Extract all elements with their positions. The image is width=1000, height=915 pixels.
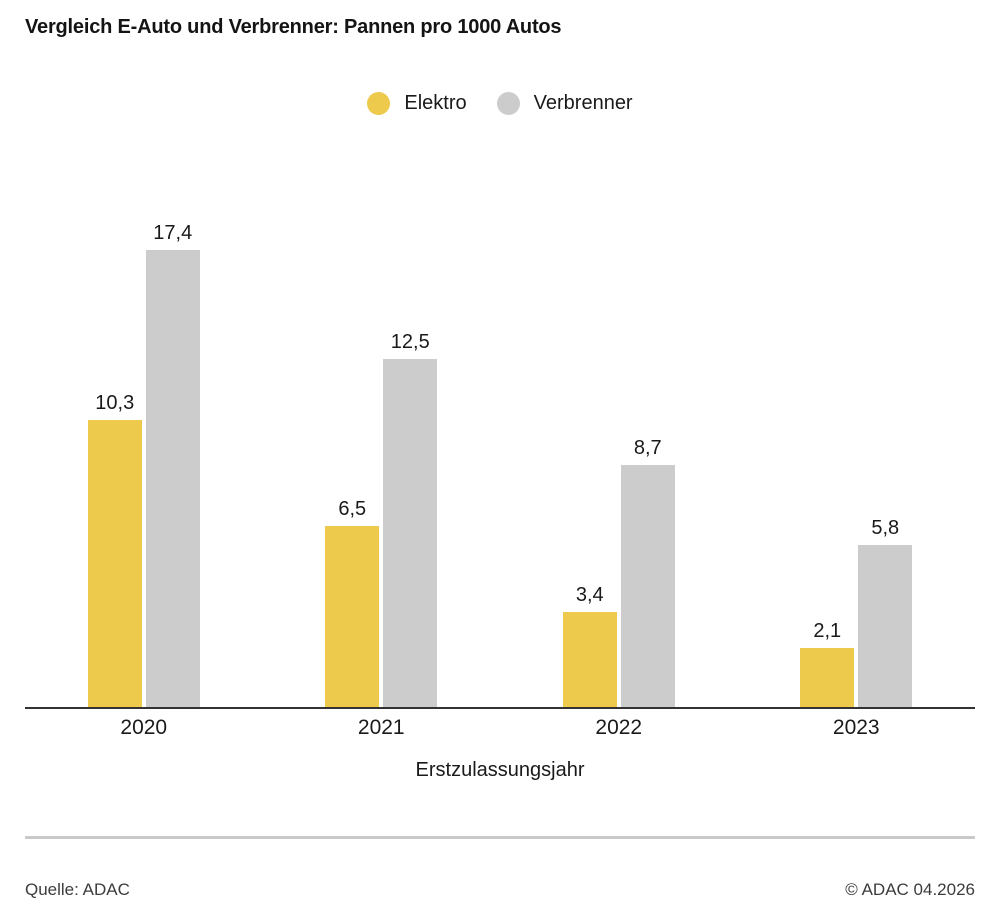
x-tick-label-2022: 2022 <box>595 716 643 739</box>
bar-unit-elektro-2023: 2,1 <box>800 222 855 707</box>
x-tick-label-2023: 2023 <box>832 716 880 739</box>
bar-unit-verbrenner-2023: 5,8 <box>858 222 913 707</box>
bar-value-label: 6,5 <box>338 497 367 520</box>
x-axis-line <box>25 707 975 709</box>
bar-elektro-2020 <box>87 419 142 707</box>
legend-item-elektro: Elektro <box>367 92 467 115</box>
bar-unit-verbrenner-2022: 8,7 <box>620 222 675 707</box>
bar-unit-elektro-2020: 10,3 <box>87 222 142 707</box>
bar-elektro-2023 <box>800 648 855 707</box>
legend-item-verbrenner: Verbrenner <box>496 92 633 115</box>
bar-unit-verbrenner-2021: 12,5 <box>383 222 438 707</box>
bar-group-2023: 2,1 5,8 <box>738 222 976 707</box>
bar-elektro-2022 <box>562 612 617 707</box>
bar-unit-elektro-2021: 6,5 <box>325 222 380 707</box>
footer: Quelle: ADAC © ADAC 04.2026 <box>25 880 975 900</box>
x-tick-label-2021: 2021 <box>357 716 405 739</box>
bar-unit-verbrenner-2020: 17,4 <box>145 222 200 707</box>
chart-title: Vergleich E-Auto und Verbrenner: Pannen … <box>25 16 562 38</box>
bar-verbrenner-2020 <box>145 250 200 707</box>
x-axis-title: Erstzulassungsjahr <box>415 759 585 781</box>
plot-area: 10,3 17,4 6,5 12,5 3,4 8,7 2,1 5,8 <box>25 222 976 709</box>
x-tick-label-2020: 2020 <box>120 716 168 739</box>
legend-swatch-icon <box>496 92 520 115</box>
bar-value-label: 10,3 <box>95 391 135 414</box>
footer-divider <box>25 836 975 839</box>
bar-unit-elektro-2022: 3,4 <box>562 222 617 707</box>
bar-verbrenner-2023 <box>858 545 913 707</box>
bar-verbrenner-2021 <box>383 358 438 707</box>
bar-value-label: 8,7 <box>633 436 662 459</box>
legend: Elektro Verbrenner <box>0 92 1000 115</box>
bar-value-label: 3,4 <box>575 584 604 607</box>
source-text: Quelle: ADAC <box>25 880 130 899</box>
legend-swatch-icon <box>367 92 391 115</box>
bar-verbrenner-2022 <box>620 464 675 707</box>
bar-group-2020: 10,3 17,4 <box>25 222 263 707</box>
legend-label: Verbrenner <box>533 92 633 114</box>
legend-label: Elektro <box>404 92 467 114</box>
bar-value-label: 17,4 <box>153 222 193 244</box>
bar-value-label: 2,1 <box>813 620 842 643</box>
bar-group-2022: 3,4 8,7 <box>500 222 738 707</box>
bar-elektro-2021 <box>325 525 380 707</box>
x-axis-tick-labels: 2020 2021 2022 2023 <box>25 716 975 740</box>
copyright-text: © ADAC 04.2026 <box>845 880 975 899</box>
bar-group-2021: 6,5 12,5 <box>263 222 501 707</box>
bar-value-label: 5,8 <box>871 517 900 540</box>
bar-value-label: 12,5 <box>390 330 430 353</box>
